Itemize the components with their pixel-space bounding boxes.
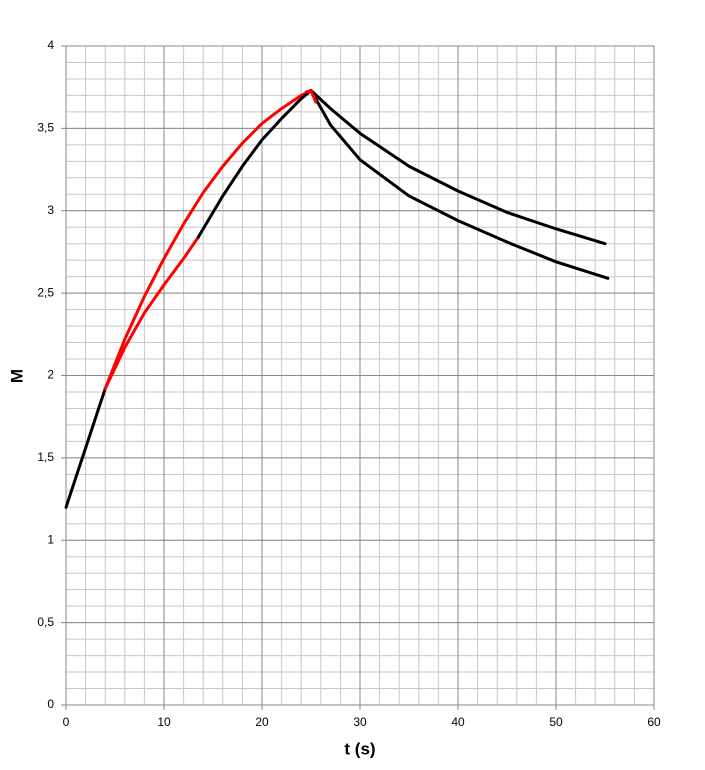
y-tick-label: 1 — [47, 532, 54, 546]
x-axis-title: t (s) — [344, 739, 375, 758]
plot-frame — [65, 45, 655, 706]
line-series — [304, 88, 318, 104]
y-tick-label: 2,5 — [37, 285, 54, 299]
y-tick-label: 3,5 — [37, 121, 54, 135]
x-tick-label: 10 — [157, 715, 171, 729]
y-tick-label: 4 — [47, 38, 54, 52]
y-axis-title: M — [7, 369, 26, 383]
y-tick-label: 2 — [47, 368, 54, 382]
y-tick-label: 0,5 — [37, 615, 54, 629]
x-tick-label: 50 — [549, 715, 563, 729]
line-series — [309, 88, 610, 280]
x-tick-label: 30 — [353, 715, 367, 729]
x-tick-label: 60 — [647, 715, 661, 729]
x-tick-label: 40 — [451, 715, 465, 729]
y-tick-label: 0 — [47, 697, 54, 711]
line-series — [196, 88, 313, 239]
y-tick-label: 3 — [47, 203, 54, 217]
y-tick-label: 1,5 — [37, 450, 54, 464]
line-series — [309, 88, 607, 246]
line-series — [64, 387, 107, 509]
x-tick-label: 0 — [63, 715, 70, 729]
line-series — [103, 88, 313, 391]
x-tick-label: 20 — [255, 715, 269, 729]
line-series — [103, 235, 200, 391]
